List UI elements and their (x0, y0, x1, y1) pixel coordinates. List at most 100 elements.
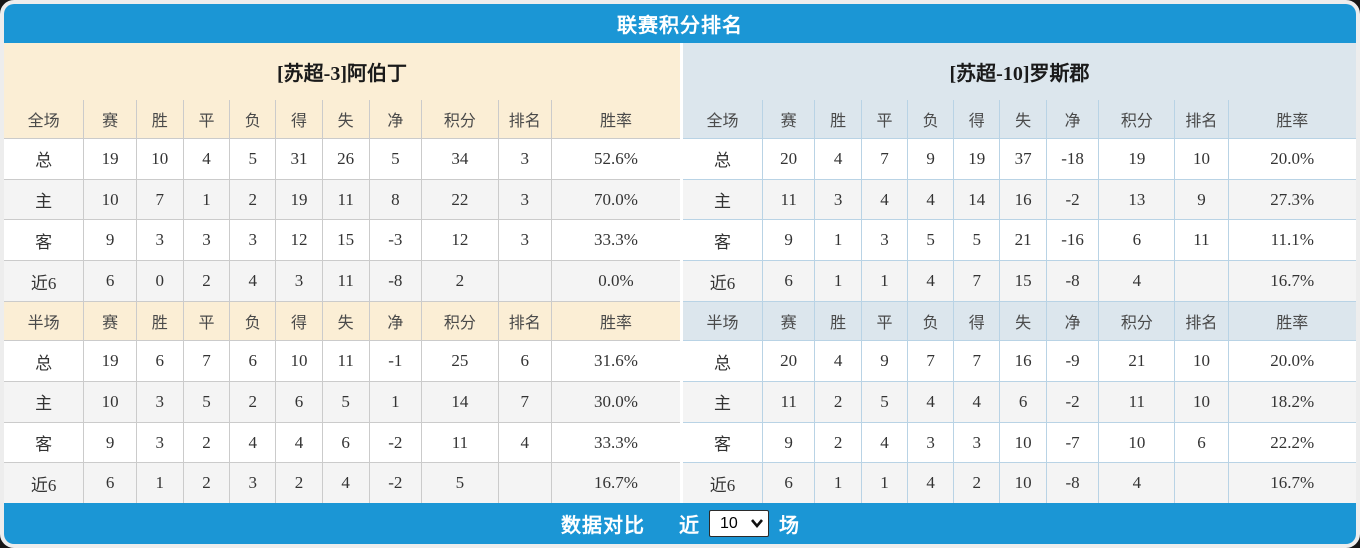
table-row: 客 9 3 3 3 12 15 -3 12 3 33.3% (4, 219, 681, 262)
stat-cell: -2 (1045, 380, 1100, 423)
team-title-right: [苏超-10]罗斯郡 (683, 43, 1356, 100)
column-header: 排名 (1174, 99, 1229, 139)
stat-cell: 3 (275, 260, 323, 302)
points-cell: 19 (1098, 137, 1176, 180)
column-header: 积分 (421, 99, 499, 139)
stat-cell: 9 (761, 219, 816, 262)
winrate-cell: 11.1% (1227, 219, 1356, 262)
column-header: 赛 (761, 300, 816, 342)
stat-cell: -3 (368, 219, 423, 262)
stat-cell: 6 (321, 421, 370, 464)
rank-cell: 7 (497, 380, 552, 423)
column-header: 胜率 (1227, 300, 1356, 342)
section-header-row: 半场赛胜平负得失净积分 排名 胜率 (4, 300, 681, 342)
rank-cell (1174, 462, 1229, 504)
stat-cell: 1 (368, 380, 423, 423)
stat-cell: 3 (814, 178, 862, 221)
points-cell: 10 (1098, 421, 1176, 464)
points-cell: 4 (1098, 462, 1176, 504)
row-label: 近6 (4, 260, 85, 302)
header-bar: 联赛积分排名 (4, 4, 1356, 43)
points-cell: 12 (421, 219, 499, 262)
points-cell: 22 (421, 178, 499, 221)
stat-cell: 2 (229, 380, 277, 423)
stat-cell: 37 (999, 137, 1047, 180)
rank-cell (497, 260, 552, 302)
winrate-cell: 31.6% (550, 340, 681, 382)
stat-cell: 3 (135, 380, 184, 423)
stat-cell: 10 (83, 178, 137, 221)
stat-cell: 5 (368, 137, 423, 180)
winrate-cell: 0.0% (550, 260, 681, 302)
stat-cell: 7 (907, 340, 954, 382)
stat-cell: 1 (182, 178, 231, 221)
stat-cell: 4 (182, 137, 231, 180)
table-row: 总 20 4 9 7 7 16 -9 21 10 20.0% (682, 340, 1356, 382)
stat-cell: 4 (229, 260, 277, 302)
rank-cell: 9 (1174, 178, 1229, 221)
stat-cell: -2 (368, 462, 423, 504)
row-label: 主 (4, 380, 85, 423)
stat-cell: 5 (860, 380, 909, 423)
points-cell: 25 (421, 340, 499, 382)
rank-cell: 10 (1174, 137, 1229, 180)
column-header: 全场 (682, 99, 763, 139)
points-cell: 14 (421, 380, 499, 423)
stat-cell: 9 (860, 340, 909, 382)
row-label: 总 (4, 340, 85, 382)
stat-cell: 2 (275, 462, 323, 504)
column-header: 积分 (421, 300, 499, 342)
stat-cell: 2 (182, 260, 231, 302)
column-header: 胜 (814, 99, 862, 139)
stat-cell: 2 (952, 462, 1001, 504)
stat-cell: 0 (135, 260, 184, 302)
stat-cell: 10 (999, 462, 1047, 504)
column-header: 积分 (1098, 99, 1176, 139)
stat-cell: 4 (907, 260, 954, 302)
stat-cell: 3 (135, 219, 184, 262)
stat-cell: -7 (1045, 421, 1100, 464)
column-header: 胜率 (1227, 99, 1356, 139)
column-header: 得 (952, 300, 1001, 342)
near-label: 近 (679, 515, 699, 537)
stat-cell: 6 (275, 380, 323, 423)
stat-cell: -8 (368, 260, 423, 302)
winrate-cell: 52.6% (550, 137, 681, 180)
stat-cell: 1 (814, 260, 862, 302)
stat-cell: 1 (814, 219, 862, 262)
table-row: 总 19 6 7 6 10 11 -1 25 6 31.6% (4, 340, 681, 382)
stat-cell: 3 (135, 421, 184, 464)
column-header: 失 (999, 300, 1047, 342)
column-header: 失 (999, 99, 1047, 139)
column-header: 胜率 (550, 99, 681, 139)
stat-cell: 3 (182, 219, 231, 262)
stat-cell: 7 (860, 137, 909, 180)
table-row: 客 9 2 4 3 3 10 -7 10 6 22.2% (682, 421, 1356, 464)
stat-cell: 10 (135, 137, 184, 180)
column-header: 失 (321, 300, 370, 342)
points-cell: 11 (421, 421, 499, 464)
table-row: 主 11 3 4 4 14 16 -2 13 9 27.3% (682, 178, 1356, 221)
stat-cell: 10 (999, 421, 1047, 464)
column-header: 半场 (682, 300, 763, 342)
column-header: 负 (229, 99, 277, 139)
column-header: 积分 (1098, 300, 1176, 342)
column-header: 排名 (497, 300, 552, 342)
stat-cell: 31 (275, 137, 323, 180)
stat-cell: 19 (83, 340, 137, 382)
winrate-cell: 27.3% (1227, 178, 1356, 221)
stat-cell: 26 (321, 137, 370, 180)
stat-cell: 20 (761, 340, 816, 382)
stat-cell: -8 (1045, 260, 1100, 302)
column-header: 胜 (814, 300, 862, 342)
stat-cell: -16 (1045, 219, 1100, 262)
points-cell: 11 (1098, 380, 1176, 423)
page-title: 联赛积分排名 (617, 15, 743, 37)
match-count-select[interactable]: 10 (709, 510, 769, 537)
stat-cell: 10 (275, 340, 323, 382)
section-header-row: 半场赛胜平负得失净积分 排名 胜率 (682, 300, 1356, 342)
stat-cell: 3 (229, 462, 277, 504)
table-row: 近6 6 1 2 3 2 4 -2 5 16.7% (4, 462, 681, 504)
stat-cell: 4 (321, 462, 370, 504)
column-header: 排名 (497, 99, 552, 139)
